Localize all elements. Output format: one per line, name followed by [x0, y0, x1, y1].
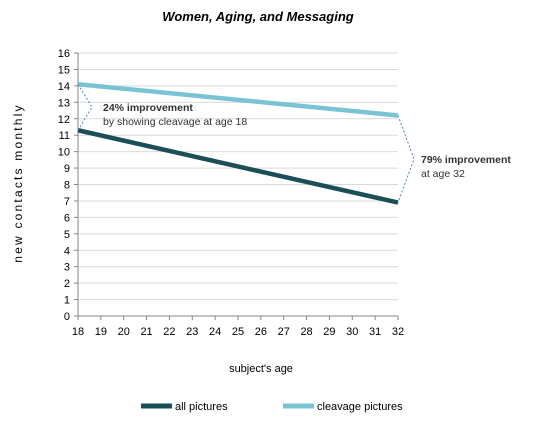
x-tick-label: 32: [392, 326, 404, 338]
series-line-all-pictures: [77, 128, 399, 205]
x-tick-label: 23: [186, 326, 198, 338]
series-line-cleavage-pictures: [77, 81, 399, 118]
bracket-age-32: [397, 115, 415, 203]
y-tick-label: 2: [64, 278, 70, 290]
y-tick-label: 3: [64, 262, 70, 274]
y-tick-label: 5: [64, 229, 70, 241]
x-tick-label: 27: [278, 326, 290, 338]
y-tick-label: 1: [64, 295, 70, 307]
x-tick-label: 25: [232, 326, 244, 338]
y-tick-label: 15: [58, 64, 70, 76]
y-tick-label: 0: [64, 311, 70, 323]
x-tick-label: 31: [369, 326, 381, 338]
annotation-18-bold: 24% improvement: [103, 102, 193, 114]
y-axis-label: new contacts monthly: [11, 103, 25, 262]
y-tick-label: 11: [59, 130, 70, 142]
annotation-32-bold: 79% improvement: [421, 154, 511, 166]
series-lines: [77, 81, 399, 205]
y-tick-label: 7: [64, 196, 70, 208]
y-tick-label: 14: [58, 81, 70, 93]
y-tick-label: 9: [64, 163, 70, 175]
x-tick-label: 24: [209, 326, 221, 338]
x-tick-label: 18: [72, 326, 84, 338]
legend-label-all-pictures: all pictures: [175, 401, 228, 413]
y-tick-label: 6: [64, 212, 70, 224]
y-tick-label: 10: [58, 147, 70, 159]
x-tick-label: 28: [300, 326, 312, 338]
x-tick-label: 26: [255, 326, 267, 338]
legend: all pictures cleavage pictures: [141, 401, 403, 413]
x-axis-label: subject's age: [229, 363, 293, 375]
annotation-18-text: by showing cleavage at age 18: [103, 116, 247, 128]
chart-title: Women, Aging, and Messaging: [162, 9, 353, 24]
gridlines: [78, 52, 398, 301]
x-tick-label: 21: [140, 326, 152, 338]
x-tick-label: 30: [346, 326, 358, 338]
annotation-32-text: at age 32: [421, 168, 465, 180]
y-tick-label: 8: [64, 180, 70, 192]
annotation-brackets: [77, 83, 415, 203]
x-tick-label: 29: [323, 326, 335, 338]
y-tick-label: 4: [64, 245, 70, 257]
x-axis-ticks: 18 19 20 21 22 23 24 25 26 27 28 29 30 31 32: [72, 316, 404, 338]
x-tick-label: 22: [163, 326, 175, 338]
bracket-age-18: [77, 83, 93, 131]
y-tick-label: 16: [58, 48, 70, 60]
x-tick-label: 19: [95, 326, 107, 338]
y-tick-label: 12: [58, 114, 70, 126]
x-tick-label: 20: [118, 326, 130, 338]
y-tick-label: 13: [58, 97, 70, 109]
legend-label-cleavage-pictures: cleavage pictures: [317, 401, 403, 413]
